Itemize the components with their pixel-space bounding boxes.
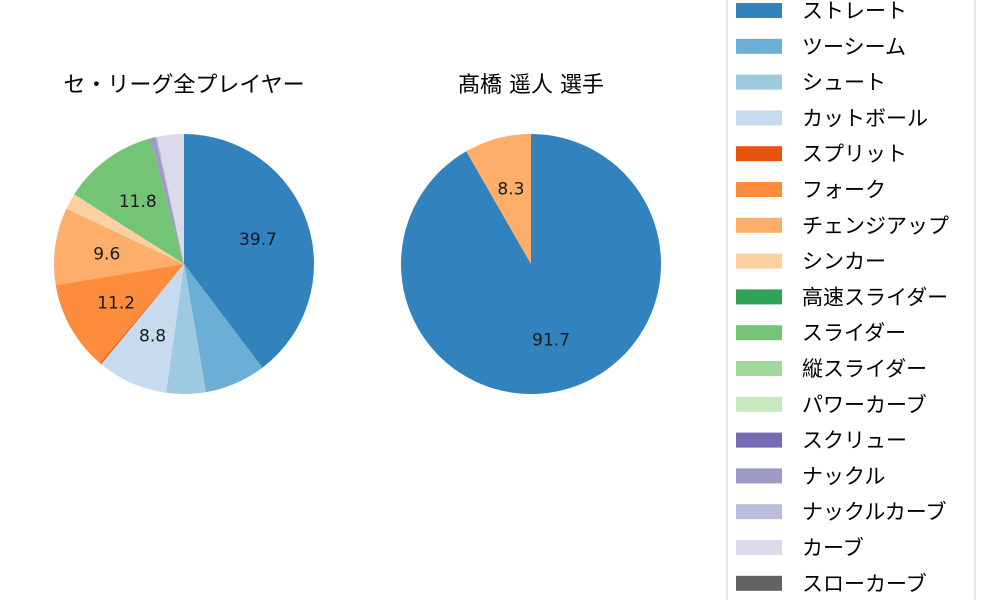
legend-swatch-12 bbox=[736, 432, 782, 448]
pitcher-pie-chart: 髙橋 遥人 選手 91.7 8.3 bbox=[400, 73, 661, 395]
pitcher-pie-title: 髙橋 遥人 選手 bbox=[458, 73, 604, 98]
legend-swatch-13 bbox=[736, 468, 782, 484]
league-slice-label-6: 9.6 bbox=[93, 244, 120, 264]
legend-swatch-7 bbox=[736, 253, 782, 269]
legend-swatch-3 bbox=[736, 110, 782, 126]
legend-label-15: カーブ bbox=[802, 536, 864, 560]
legend-label-14: ナックルカーブ bbox=[802, 500, 946, 524]
legend-label-6: チェンジアップ bbox=[802, 214, 949, 238]
legend-label-13: ナックル bbox=[802, 464, 885, 488]
league-slice-label-0: 39.7 bbox=[239, 230, 277, 250]
legend: ストレートツーシームシュートカットボールスプリットフォークチェンジアップシンカー… bbox=[726, 0, 976, 600]
pitcher-slice-0 bbox=[400, 134, 661, 395]
legend-swatch-1 bbox=[736, 38, 782, 54]
league-slice-3 bbox=[101, 264, 184, 393]
league-slice-15 bbox=[157, 134, 184, 264]
league-pie-chart: セ・リーグ全プレイヤー 39.7 8.811.2 9.6 11.8 bbox=[54, 73, 314, 394]
pitcher-slice-label-0: 91.7 bbox=[532, 330, 570, 350]
legend-label-4: スプリット bbox=[802, 142, 907, 166]
legend-swatch-5 bbox=[736, 182, 782, 197]
legend-label-7: シンカー bbox=[802, 250, 886, 274]
legend-swatch-0 bbox=[736, 3, 782, 18]
legend-swatch-2 bbox=[736, 74, 782, 90]
legend-swatch-15 bbox=[736, 540, 782, 555]
league-slice-4 bbox=[99, 264, 184, 365]
pitcher-slice-label-1: 8.3 bbox=[497, 180, 524, 200]
legend-swatch-6 bbox=[736, 217, 782, 233]
league-slice-label-5: 11.2 bbox=[97, 293, 135, 313]
legend-frame bbox=[726, 0, 976, 600]
legend-swatch-14 bbox=[736, 504, 782, 520]
legend-label-2: シュート bbox=[802, 71, 886, 95]
league-slice-6 bbox=[54, 208, 185, 286]
league-slice-7 bbox=[66, 194, 184, 264]
league-slice-label-9: 11.8 bbox=[119, 192, 157, 212]
legend-label-0: ストレート bbox=[802, 0, 907, 23]
league-slice-14 bbox=[155, 136, 184, 264]
legend-label-11: パワーカーブ bbox=[802, 393, 927, 417]
league-slice-13 bbox=[150, 137, 184, 264]
legend-label-8: 高速スライダー bbox=[802, 285, 948, 309]
legend-label-10: 縦スライダー bbox=[802, 357, 927, 381]
league-slice-label-3: 8.8 bbox=[139, 326, 166, 346]
legend-swatch-11 bbox=[736, 396, 782, 412]
league-slice-0 bbox=[184, 134, 314, 368]
legend-swatch-16 bbox=[736, 575, 782, 591]
legend-label-1: ツーシーム bbox=[802, 35, 906, 59]
legend-swatch-8 bbox=[736, 289, 782, 305]
legend-swatch-10 bbox=[736, 361, 782, 376]
league-slice-5 bbox=[55, 264, 184, 364]
league-slice-9 bbox=[74, 138, 184, 264]
legend-label-16: スローカーブ bbox=[802, 572, 927, 596]
legend-swatch-4 bbox=[736, 146, 782, 162]
league-pie-title: セ・リーグ全プレイヤー bbox=[63, 73, 304, 98]
pitcher-slice-1 bbox=[466, 134, 531, 264]
legend-label-5: フォーク bbox=[802, 178, 886, 202]
league-slice-2 bbox=[166, 264, 206, 394]
legend-label-9: スライダー bbox=[802, 321, 906, 345]
legend-label-12: スクリュー bbox=[802, 429, 907, 453]
legend-label-3: カットボール bbox=[802, 106, 928, 130]
league-slice-1 bbox=[184, 264, 263, 393]
legend-swatch-9 bbox=[736, 325, 782, 341]
